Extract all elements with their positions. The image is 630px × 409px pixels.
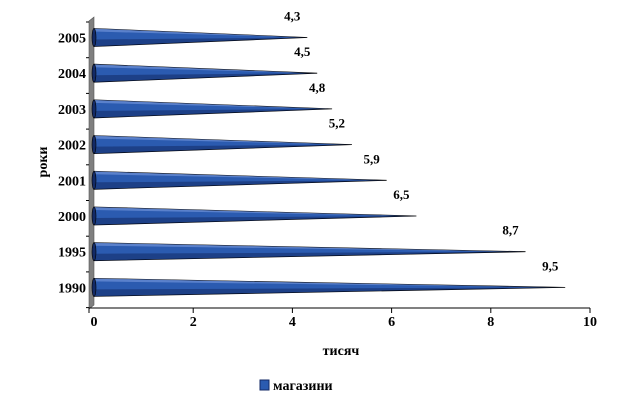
bar-cone-shade [94, 73, 318, 83]
data-label: 5,2 [329, 116, 345, 131]
bar-cone-highlight [94, 135, 352, 145]
bar-cone-highlight [94, 28, 308, 38]
bar-cone-base [91, 63, 97, 83]
bar-cone-shade [94, 216, 417, 225]
bar-cone-base [91, 278, 97, 297]
data-label: 4,3 [284, 9, 301, 24]
bar-cone-shade [94, 37, 308, 47]
bar-cone-highlight [94, 278, 566, 288]
data-label: 6,5 [393, 187, 410, 202]
bar-cone-highlight [94, 242, 526, 252]
legend: магазини [259, 379, 333, 394]
side-wall-panel [88, 16, 95, 310]
x-axis-title: тисяч [323, 344, 360, 359]
y-tick-label: 2003 [58, 103, 86, 118]
chart-side-wall [88, 16, 95, 310]
legend-label: магазини [273, 379, 333, 394]
y-tick-label: 2002 [58, 139, 86, 154]
y-tick-label: 2004 [58, 67, 86, 82]
y-tick-label: 1995 [58, 246, 86, 261]
x-tick-label: 8 [487, 315, 494, 330]
x-tick-label: 10 [583, 315, 597, 330]
bar-cone-base [91, 242, 97, 261]
chart-labels: 0 2 4 6 8 10 2005 4,3 2004 4,5 2003 4,8 2002 5,2 2001 5… [58, 9, 597, 331]
y-tick-label: 2001 [58, 174, 86, 189]
bar-cone-highlight [94, 99, 333, 109]
bar-cone-shade [94, 251, 526, 261]
bar-cone-shade [94, 287, 566, 297]
x-tick-label: 0 [91, 315, 98, 330]
bar-cone-highlight [94, 171, 387, 181]
x-tick-label: 6 [388, 315, 395, 330]
bar-cone-shade [94, 108, 333, 118]
data-label: 5,9 [364, 151, 381, 166]
data-label: 4,5 [294, 44, 311, 59]
chart-axes [86, 21, 591, 313]
data-label: 9,5 [542, 258, 559, 273]
data-label: 8,7 [502, 223, 519, 238]
y-tick-label: 2000 [58, 210, 86, 225]
bar-cone-base [91, 135, 97, 154]
x-tick-label: 2 [190, 315, 197, 330]
y-axis-title: роки [36, 147, 51, 178]
x-tick-label: 4 [289, 315, 296, 330]
data-label: 4,8 [309, 80, 326, 95]
bar-cone-shade [94, 180, 387, 190]
bar-cone-shade [94, 144, 352, 154]
chart-bars [91, 28, 566, 297]
bar-cone-base [91, 99, 97, 119]
bar-cone-base [91, 28, 97, 47]
bar-cone-highlight [94, 64, 318, 74]
bar-cone-base [91, 171, 97, 190]
bar-cone-highlight [94, 207, 417, 216]
legend-swatch [259, 379, 270, 391]
bar-cone-base [91, 206, 97, 226]
y-tick-label: 2005 [58, 32, 86, 47]
y-tick-label: 1990 [58, 281, 86, 296]
